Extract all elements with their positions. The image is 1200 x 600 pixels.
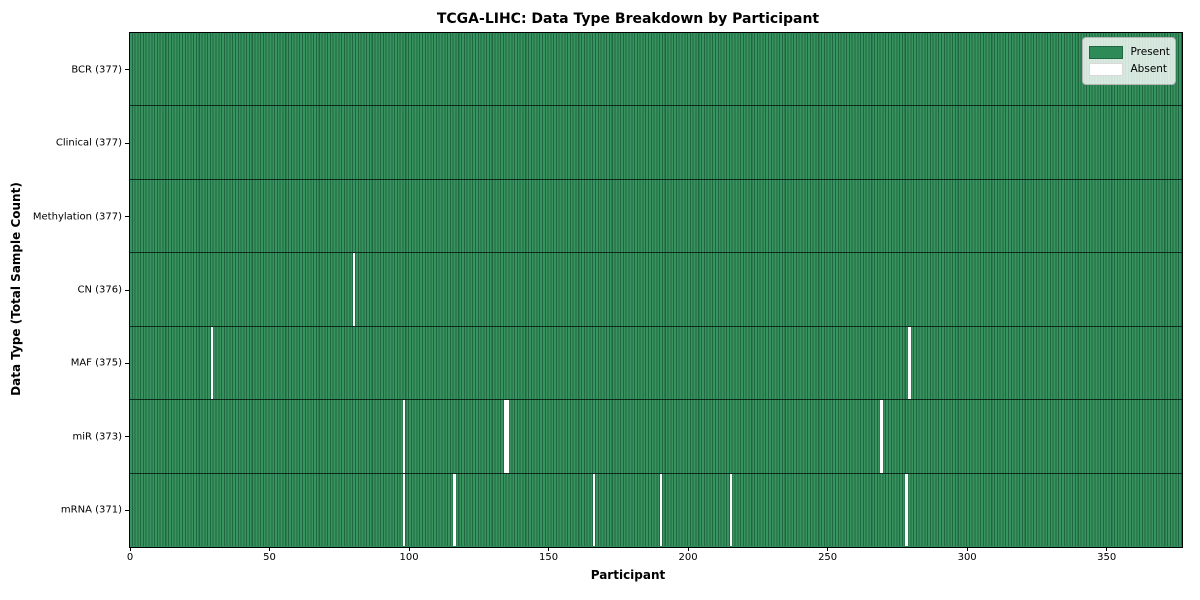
ytick-label-Methylation: Methylation (377): [32, 211, 122, 223]
row-separator: [129, 105, 1182, 107]
ytick-mark: [124, 289, 129, 291]
ytick-label-CN: CN (376): [77, 284, 122, 296]
absent-gap-mRNA-116: [453, 473, 456, 546]
xtick-label-250: 250: [818, 552, 838, 563]
heatmap-row-Methylation: [129, 179, 1182, 253]
row-separator: [129, 472, 1182, 474]
row-separator: [129, 252, 1182, 254]
legend-item-present: Present: [1088, 44, 1170, 61]
absent-gap-MAF-29: [210, 326, 213, 400]
heatmap-row-BCR: [129, 32, 1182, 106]
ytick-mark: [124, 216, 129, 218]
row-separator: [129, 399, 1182, 401]
legend-label-absent: Absent: [1130, 63, 1168, 75]
legend-item-absent: Absent: [1088, 61, 1169, 78]
absent-gap-MAF-279: [908, 326, 911, 400]
row-separator: [129, 325, 1182, 327]
x-axis-label: Participant: [590, 568, 666, 582]
chart-title: TCGA-LIHC: Data Type Breakdown by Partic…: [436, 11, 820, 27]
absent-gap-miR-98: [403, 400, 406, 473]
heatmap-row-MAF: [129, 326, 1182, 400]
row-separator: [129, 178, 1182, 180]
xtick-mark: [966, 546, 968, 551]
heatmap-row-CN: [129, 252, 1182, 327]
ytick-mark: [124, 436, 129, 438]
absent-gap-miR-134: [503, 400, 506, 473]
heatmap-row-miR: [129, 399, 1182, 474]
ytick-mark: [124, 69, 129, 71]
xtick-label-50: 50: [263, 552, 276, 563]
absent-gap-mRNA-98: [403, 473, 406, 546]
absent-gap-miR-135: [506, 400, 509, 473]
xtick-label-300: 300: [957, 552, 977, 563]
xtick-mark: [269, 546, 271, 551]
legend: Present Absent: [1081, 36, 1176, 85]
xtick-mark: [408, 546, 410, 551]
absent-gap-mRNA-215: [729, 473, 732, 546]
present-swatch: [1088, 45, 1123, 59]
absent-gap-mRNA-190: [659, 473, 663, 546]
xtick-label-100: 100: [399, 552, 419, 563]
legend-label-present: Present: [1130, 46, 1170, 58]
heatmap-row-Clinical: [129, 105, 1182, 180]
absent-gap-mRNA-166: [592, 473, 596, 546]
absent-gap-mRNA-278: [905, 473, 908, 546]
heatmap-row-mRNA: [129, 473, 1182, 547]
ytick-label-MAF: MAF (375): [70, 357, 122, 369]
absent-swatch: [1088, 62, 1123, 76]
xtick-mark: [1106, 546, 1108, 551]
ytick-label-Clinical: Clinical (377): [55, 137, 122, 149]
ytick-label-miR: miR (373): [72, 431, 122, 443]
xtick-mark: [129, 546, 131, 551]
absent-gap-miR-269: [880, 400, 883, 473]
xtick-label-0: 0: [126, 552, 134, 563]
xtick-label-350: 350: [1097, 552, 1117, 563]
xtick-label-200: 200: [678, 552, 698, 563]
xtick-label-150: 150: [539, 552, 559, 563]
xtick-mark: [548, 546, 550, 551]
xtick-mark: [827, 546, 829, 551]
ytick-label-mRNA: mRNA (371): [60, 504, 122, 516]
plot-area: Present Absent: [128, 31, 1183, 548]
ytick-mark: [124, 142, 129, 144]
xtick-mark: [687, 546, 689, 551]
ytick-mark: [124, 509, 129, 511]
ytick-label-BCR: BCR (377): [71, 64, 122, 76]
absent-gap-CN-80: [352, 253, 356, 326]
ytick-mark: [124, 362, 129, 364]
